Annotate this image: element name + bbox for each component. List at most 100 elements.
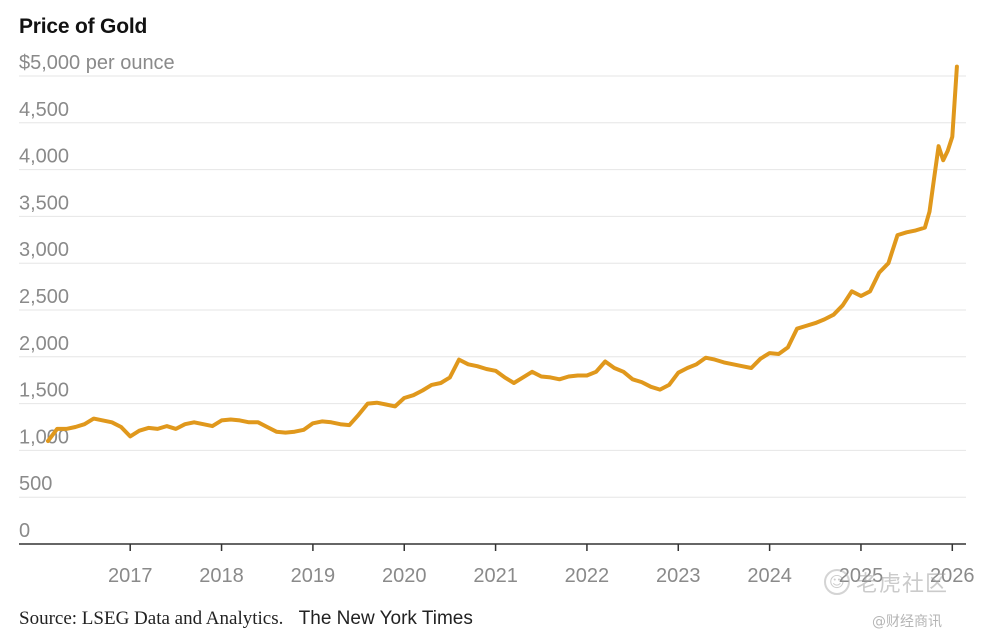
data-point bbox=[384, 402, 388, 407]
data-point bbox=[210, 424, 214, 428]
data-point bbox=[439, 381, 443, 385]
chart-title: Price of Gold bbox=[19, 15, 148, 38]
data-point bbox=[530, 370, 534, 374]
y-tick-label-5000: $5,000 per ounce bbox=[19, 52, 175, 74]
data-point bbox=[704, 356, 708, 360]
data-point bbox=[347, 423, 351, 427]
data-point bbox=[658, 388, 662, 392]
data-point bbox=[649, 385, 653, 389]
credit-text: The New York Times bbox=[298, 608, 473, 629]
data-point bbox=[64, 427, 68, 431]
data-point bbox=[886, 261, 891, 265]
data-point bbox=[192, 420, 196, 424]
data-point bbox=[265, 425, 269, 429]
source-line: Source: LSEG Data and Analytics. The New… bbox=[19, 608, 473, 630]
data-point bbox=[768, 351, 772, 355]
data-point bbox=[311, 421, 315, 425]
data-point bbox=[941, 158, 945, 162]
data-point bbox=[119, 425, 123, 429]
watermark-text: 老虎社区 bbox=[856, 572, 949, 597]
data-point bbox=[220, 418, 224, 422]
data-point bbox=[475, 364, 479, 368]
data-point bbox=[411, 393, 415, 397]
x-tick-label-2024: 2024 bbox=[747, 565, 792, 587]
data-point bbox=[420, 388, 425, 393]
x-tick-label-2018: 2018 bbox=[199, 565, 244, 587]
y-axis-ticks: 05001,0001,5002,0002,5003,0003,5004,0004… bbox=[19, 52, 175, 542]
data-point bbox=[55, 427, 59, 431]
x-tick-label-2017: 2017 bbox=[108, 565, 153, 587]
data-point bbox=[731, 362, 735, 366]
data-point bbox=[82, 422, 87, 426]
data-point bbox=[548, 375, 553, 379]
data-point bbox=[804, 324, 808, 328]
data-point bbox=[128, 434, 132, 438]
data-point bbox=[238, 418, 242, 422]
y-tick-label-3000: 3,000 bbox=[19, 239, 69, 261]
data-point bbox=[955, 65, 959, 69]
data-point bbox=[256, 420, 260, 424]
data-point bbox=[923, 226, 927, 230]
data-point bbox=[247, 420, 251, 424]
data-point bbox=[430, 383, 434, 387]
x-tick-label-2026: 2026 bbox=[930, 565, 975, 587]
data-point bbox=[503, 375, 507, 379]
x-tick-label-2020: 2020 bbox=[382, 565, 427, 587]
data-point bbox=[302, 428, 306, 432]
series-layer bbox=[46, 64, 959, 443]
data-point bbox=[758, 357, 763, 361]
data-point bbox=[946, 149, 950, 153]
x-tick-label-2022: 2022 bbox=[565, 565, 610, 587]
data-point bbox=[631, 377, 635, 381]
data-point bbox=[612, 366, 616, 370]
tiger-logo-icon: ☺ bbox=[824, 569, 850, 595]
grid-lines bbox=[19, 75, 966, 498]
y-tick-label-3500: 3,500 bbox=[19, 192, 69, 214]
data-point bbox=[366, 402, 370, 406]
data-point bbox=[822, 317, 827, 321]
data-point bbox=[357, 413, 361, 417]
data-point bbox=[950, 135, 954, 139]
y-tick-label-1500: 1,500 bbox=[19, 380, 69, 402]
data-point bbox=[329, 420, 333, 424]
x-tick-label-2021: 2021 bbox=[473, 565, 518, 587]
data-point bbox=[795, 327, 799, 331]
data-point bbox=[932, 177, 936, 181]
data-point bbox=[905, 230, 909, 234]
data-point bbox=[229, 417, 233, 422]
x-tick-label-2019: 2019 bbox=[291, 565, 336, 587]
data-point bbox=[927, 210, 932, 214]
data-point bbox=[137, 429, 141, 433]
data-point bbox=[293, 430, 297, 434]
data-point bbox=[110, 420, 114, 424]
data-point bbox=[640, 380, 644, 384]
data-point bbox=[512, 381, 516, 385]
data-point bbox=[621, 370, 626, 374]
data-point bbox=[156, 427, 160, 431]
data-point bbox=[201, 422, 205, 426]
y-tick-label-0: 0 bbox=[19, 520, 30, 542]
x-axis-ticks: 2017 2018 2019 2020 2021 2022 2023 2024 2025 2026 bbox=[108, 544, 975, 587]
y-tick-label-500: 500 bbox=[19, 473, 52, 495]
data-point bbox=[402, 396, 406, 400]
watermark-subtext: @财经商讯 bbox=[872, 614, 942, 630]
data-point bbox=[146, 426, 151, 430]
watermark: ☺ 老虎社区 bbox=[824, 566, 948, 598]
data-point bbox=[859, 294, 863, 298]
data-point bbox=[338, 422, 342, 426]
data-point bbox=[393, 404, 397, 408]
data-point bbox=[722, 360, 726, 364]
data-point bbox=[101, 418, 105, 422]
data-point bbox=[521, 375, 525, 379]
data-point bbox=[174, 427, 178, 431]
data-point bbox=[895, 233, 900, 237]
data-point bbox=[557, 377, 562, 381]
data-point bbox=[777, 352, 781, 356]
data-point bbox=[576, 373, 580, 378]
data-point bbox=[484, 367, 488, 371]
data-point bbox=[667, 383, 671, 387]
data-point bbox=[603, 359, 607, 364]
data-point bbox=[320, 419, 324, 423]
data-point bbox=[46, 439, 50, 443]
